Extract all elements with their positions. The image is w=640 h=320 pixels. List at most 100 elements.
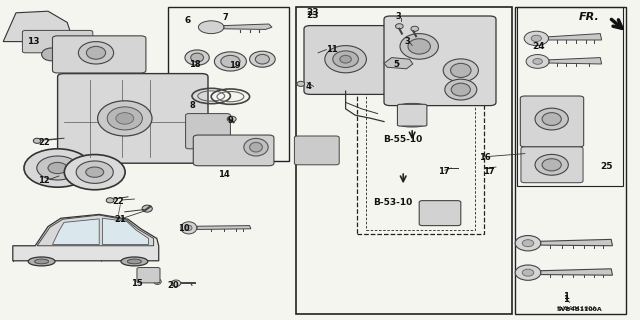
Ellipse shape	[535, 108, 568, 130]
Ellipse shape	[428, 205, 452, 221]
Ellipse shape	[297, 81, 305, 86]
Polygon shape	[13, 214, 159, 261]
Bar	[517, 7, 623, 186]
Ellipse shape	[542, 159, 561, 171]
Polygon shape	[548, 34, 602, 40]
Ellipse shape	[48, 163, 67, 173]
Text: 12: 12	[38, 176, 50, 185]
Ellipse shape	[64, 155, 125, 190]
Bar	[296, 7, 512, 314]
Text: 3: 3	[404, 37, 410, 46]
FancyBboxPatch shape	[186, 114, 230, 149]
FancyBboxPatch shape	[193, 135, 274, 166]
Ellipse shape	[42, 48, 61, 61]
Ellipse shape	[250, 142, 262, 152]
Ellipse shape	[524, 31, 548, 46]
FancyBboxPatch shape	[52, 36, 146, 73]
Ellipse shape	[186, 225, 192, 230]
Ellipse shape	[121, 257, 148, 266]
Ellipse shape	[400, 34, 438, 59]
Ellipse shape	[28, 257, 55, 266]
Polygon shape	[52, 219, 99, 244]
Ellipse shape	[108, 107, 143, 130]
Text: 14: 14	[218, 170, 229, 179]
Ellipse shape	[244, 138, 268, 156]
Ellipse shape	[411, 26, 419, 31]
Polygon shape	[37, 215, 154, 246]
Ellipse shape	[185, 50, 209, 65]
FancyBboxPatch shape	[384, 16, 496, 106]
FancyBboxPatch shape	[419, 201, 461, 226]
Ellipse shape	[33, 138, 41, 143]
Text: 11: 11	[326, 45, 338, 54]
Text: 9: 9	[228, 116, 234, 124]
Bar	[168, 7, 289, 161]
Ellipse shape	[433, 209, 446, 217]
Ellipse shape	[325, 46, 367, 73]
Text: SVB4B1100A: SVB4B1100A	[557, 306, 597, 311]
Ellipse shape	[172, 280, 181, 286]
FancyBboxPatch shape	[294, 136, 339, 165]
Ellipse shape	[98, 101, 152, 136]
Text: 5: 5	[394, 60, 399, 69]
Ellipse shape	[156, 280, 159, 283]
Ellipse shape	[542, 113, 561, 125]
Ellipse shape	[400, 103, 424, 108]
Ellipse shape	[86, 167, 104, 177]
Polygon shape	[224, 24, 272, 29]
Ellipse shape	[86, 46, 106, 59]
Text: SVB4B1100A: SVB4B1100A	[557, 307, 602, 312]
Text: 20: 20	[168, 281, 179, 290]
Text: 6: 6	[184, 16, 191, 25]
Text: 13: 13	[27, 37, 40, 46]
Text: 24: 24	[532, 42, 545, 51]
Ellipse shape	[451, 63, 471, 77]
Ellipse shape	[154, 279, 161, 284]
Text: 25: 25	[600, 162, 613, 171]
Ellipse shape	[535, 155, 568, 175]
Ellipse shape	[400, 123, 424, 127]
Ellipse shape	[191, 53, 204, 62]
Ellipse shape	[35, 259, 49, 264]
Ellipse shape	[116, 113, 134, 124]
Text: 10: 10	[178, 224, 189, 233]
Ellipse shape	[443, 59, 479, 82]
Text: 8: 8	[189, 101, 195, 110]
FancyBboxPatch shape	[521, 147, 583, 183]
Ellipse shape	[214, 52, 246, 71]
Polygon shape	[3, 11, 70, 42]
Ellipse shape	[227, 116, 236, 122]
Ellipse shape	[340, 55, 351, 63]
Text: 22: 22	[38, 138, 50, 147]
Ellipse shape	[531, 35, 541, 42]
Text: 4: 4	[305, 82, 311, 91]
Ellipse shape	[79, 42, 114, 64]
Text: 22: 22	[112, 197, 124, 206]
Polygon shape	[197, 226, 251, 229]
Ellipse shape	[408, 39, 431, 54]
Ellipse shape	[198, 21, 224, 34]
Ellipse shape	[445, 79, 477, 100]
FancyBboxPatch shape	[304, 26, 390, 94]
Ellipse shape	[76, 161, 113, 183]
Ellipse shape	[180, 222, 197, 234]
Text: 7: 7	[223, 13, 228, 22]
Text: 15: 15	[131, 279, 143, 288]
Text: 23: 23	[306, 8, 319, 17]
Text: 23: 23	[306, 11, 319, 20]
FancyBboxPatch shape	[58, 74, 208, 163]
Ellipse shape	[250, 51, 275, 67]
Text: B-53-10: B-53-10	[373, 198, 413, 207]
Bar	[366, 93, 475, 230]
FancyBboxPatch shape	[520, 96, 584, 147]
Text: 21: 21	[114, 215, 125, 224]
Text: 3: 3	[396, 12, 401, 20]
FancyBboxPatch shape	[22, 30, 93, 53]
Ellipse shape	[36, 156, 78, 180]
FancyBboxPatch shape	[137, 268, 160, 283]
Text: 19: 19	[229, 61, 241, 70]
FancyBboxPatch shape	[397, 104, 427, 126]
Polygon shape	[541, 269, 612, 275]
Ellipse shape	[522, 240, 534, 247]
Ellipse shape	[451, 83, 470, 96]
